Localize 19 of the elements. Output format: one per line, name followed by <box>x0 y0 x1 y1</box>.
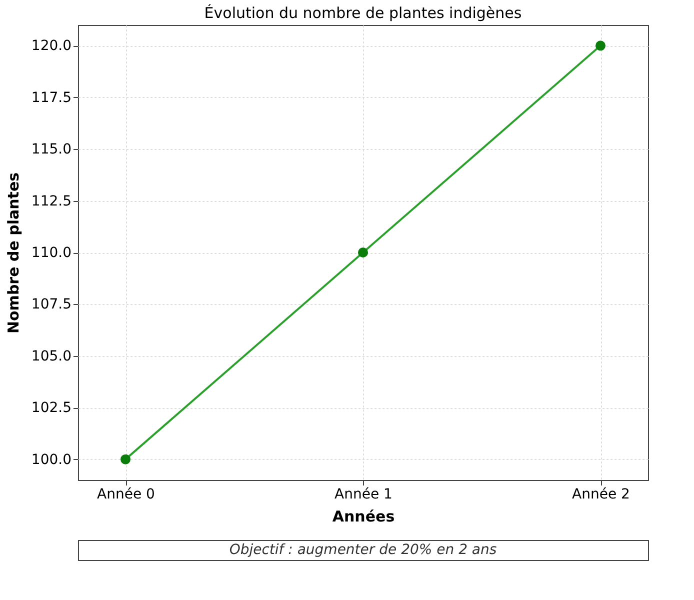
y-tick-label: 115.0 <box>31 142 72 158</box>
y-tick-label: 105.0 <box>31 348 72 364</box>
point <box>596 40 606 51</box>
y-tick-label: 107.5 <box>31 296 72 313</box>
y-tick-label: 120.0 <box>31 38 72 54</box>
text: Objectif : augmenter de 20% en 2 ans <box>229 542 497 558</box>
y-axis-title: Nombre de plantes <box>4 172 22 334</box>
x-tick-label: Année 2 <box>572 486 630 502</box>
x-tick-label: Année 1 <box>334 486 392 502</box>
y-tick-label: 110.0 <box>31 245 72 261</box>
y-tick-label: 112.5 <box>31 193 72 210</box>
y-tick-label: 102.5 <box>31 400 72 416</box>
y-tick-label: 100.0 <box>31 452 72 468</box>
point <box>358 248 368 258</box>
x-tick-label: Année 0 <box>97 486 155 502</box>
chart-title: Évolution du nombre de plantes indigènes <box>204 4 522 22</box>
x-axis-title: Années <box>332 508 395 526</box>
y-tick-label: 117.5 <box>31 90 72 106</box>
point <box>120 454 130 464</box>
